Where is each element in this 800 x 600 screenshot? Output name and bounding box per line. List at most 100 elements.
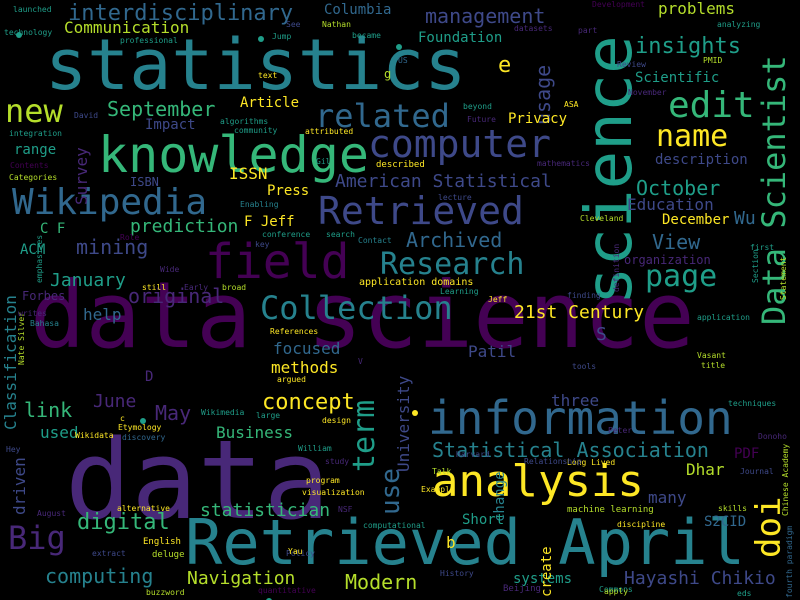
cloud-word-modern: Modern [345,570,418,594]
cloud-word-article: Article [240,95,300,111]
cloud-word-collection: Collection [260,289,453,327]
cloud-word-policy: Policy [286,549,315,558]
cloud-word-tools: tools [572,362,597,371]
cloud-word-original: original [128,284,225,308]
cloud-word-d: D [145,369,154,385]
cloud-word-broad: broad [222,283,247,292]
cloud-word-yau: Yau [288,547,303,556]
cloud-word-references: References [270,327,319,336]
cloud-word-statistician: statistician [200,500,331,521]
cloud-word-three: three [551,391,600,410]
cloud-word-dhar: Dhar [686,460,725,479]
cloud-word-history: History [440,569,474,578]
cloud-word-etymology: Etymology [118,423,162,432]
cloud-word-september: September [107,97,216,121]
cloud-word-attributed: attributed [305,127,354,136]
cloud-word-contact: Contact [358,236,392,245]
cloud-word-systems: systems [513,571,573,587]
dot-mark [140,418,146,424]
cloud-word-program: program [306,476,340,485]
cloud-word-field: field [205,234,350,290]
dot-mark [16,32,22,38]
cloud-word-view: View [652,230,701,254]
cloud-word-asa: ASA [564,100,579,109]
cloud-word-apply: apply [604,587,629,596]
cloud-word-section: Section [751,249,760,283]
cloud-word-categories: Categories [9,173,58,182]
cloud-word-machine-learning: machine learning [567,505,654,515]
cloud-word-argued: argued [277,375,306,384]
cloud-word-wikidata: Wikidata [75,431,114,440]
cloud-word-lecture: lecture [438,193,472,202]
cloud-word-review: Review [617,60,646,69]
cloud-word-visualization: visualization [302,488,365,497]
cloud-word-peter: Peter [608,426,633,435]
cloud-word-information: information [428,391,733,445]
cloud-word-techniques: techniques [728,399,777,408]
cloud-word-english: English [143,537,181,547]
cloud-word-technology: technology [4,28,53,37]
cloud-word-november: November [628,88,667,97]
cloud-word-role: Role [120,233,140,242]
cloud-word-focused: focused [273,339,341,358]
cloud-word-v: V [358,357,363,366]
cloud-word-data-science: data science [30,262,695,369]
cloud-word-wikipedia: Wikipedia [12,182,208,223]
cloud-word-statement: Statement [779,256,788,300]
cloud-word-help: help [83,305,122,324]
cloud-word-nate-silver: Nate Silver [17,312,26,365]
cloud-word-statistical-association: Statistical Association [432,438,709,462]
cloud-word-quantitative: quantitative [258,586,316,595]
cloud-word-early: Early [184,283,209,292]
cloud-word-analyzing: analyzing [717,20,761,29]
cloud-word-s2cid: S2CID [704,514,747,530]
cloud-word-hey: Hey [6,445,21,454]
cloud-word-august: August [37,509,66,518]
cloud-word-knowledge: knowledge [98,126,369,184]
cloud-word-vasant: Vasant [697,351,726,360]
cloud-word-prediction: prediction [130,216,239,237]
cloud-word-wikimedia: Wikimedia [201,408,245,417]
cloud-word-see: See [286,20,301,29]
cloud-word-large: large [256,411,281,420]
cloud-word-bahasa: Bahasa [30,319,59,328]
cloud-word-driven: driven [10,457,29,515]
cloud-word-b: b [446,533,456,552]
cloud-word-description: description [655,152,748,168]
cloud-word-writes: writes [18,309,47,318]
cloud-word-interdisciplinary: interdisciplinary [68,1,294,26]
cloud-word-press: Press [267,183,310,199]
cloud-word-donoho: Donoho [758,432,787,441]
cloud-word-professional: professional [120,36,178,45]
cloud-word-became: became [352,31,381,40]
cloud-word-may: May [155,401,192,425]
cloud-word-journal: Journal [740,467,774,476]
cloud-word-integration: integration [9,129,62,138]
cloud-word-talk: Talk [432,467,452,476]
cloud-word-mining: mining [76,235,149,259]
cloud-word-foundation: Foundation [418,30,503,46]
cloud-word-jump: Jump [272,32,292,41]
cloud-word-buzzword: buzzword [146,588,185,597]
cloud-word-alternative: alternative [117,504,170,513]
cloud-word-concept: concept [262,390,355,415]
cloud-word-launched: launched [13,5,52,14]
cloud-word-archived: Archived [406,228,503,252]
cloud-word-datasets: datasets [514,24,553,33]
cloud-word-first: first [750,243,775,252]
cloud-word-impact: Impact [145,117,196,133]
cloud-word-retrieved-april: Retrieved April [185,506,745,579]
cloud-word-pmid: PMID [703,56,723,65]
cloud-word-range: range [14,142,57,158]
dot-mark [258,36,264,42]
cloud-word-scientific: Scientific [635,70,720,86]
cloud-word-forbes: Forbes [22,289,66,303]
cloud-word-big: Big [8,519,66,557]
cloud-word-organization: organization [624,253,711,267]
cloud-word-c: c [120,414,125,423]
cloud-word-skills: skills [718,504,747,513]
cloud-word-e: e [498,53,512,78]
cloud-word-issn: ISSN [229,164,268,183]
cloud-word-university: University [394,375,413,472]
cloud-word-columbia: Columbia [324,2,392,18]
